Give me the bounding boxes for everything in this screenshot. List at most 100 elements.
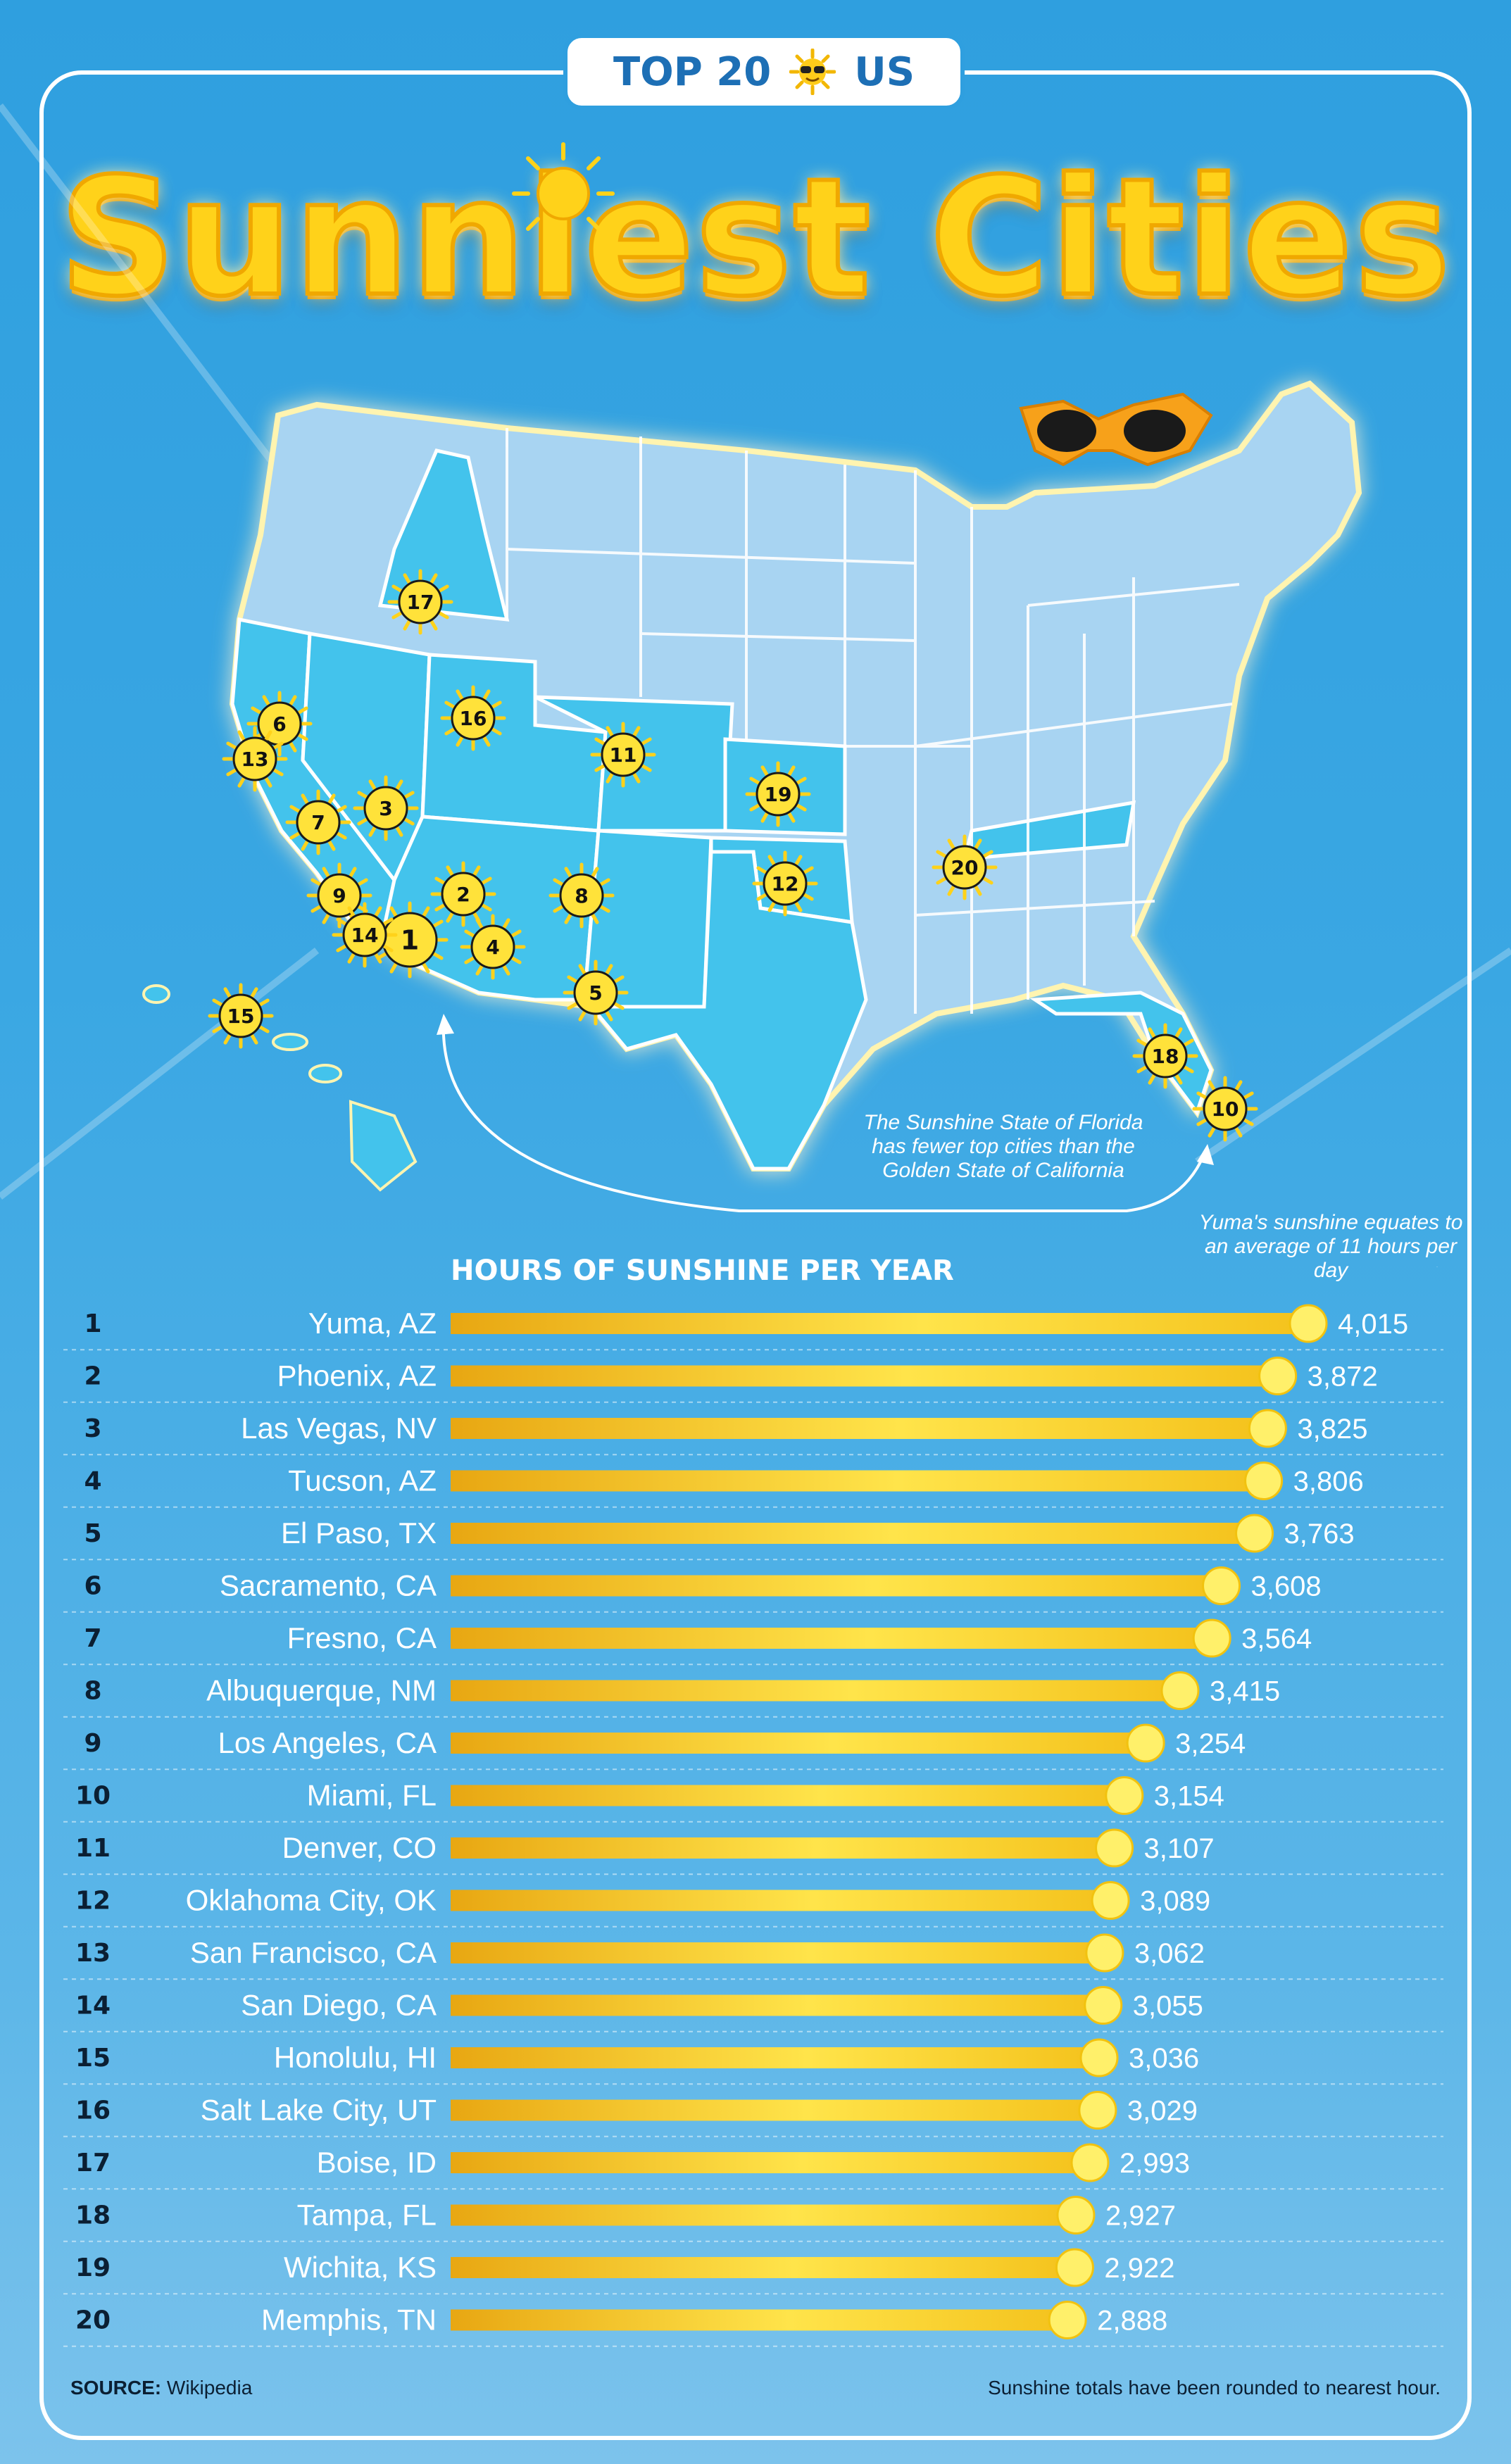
bar-row: 19 Wichita, KS 2,922 [63,2248,1443,2295]
bar-row: 9 Los Angeles, CA 3,254 [63,1723,1443,1771]
map-marker-label: 1 [401,924,419,955]
value-label: 2,927 [1105,2201,1176,2232]
bar [451,1680,1180,1702]
rank-label: 3 [84,1414,101,1443]
bar [451,1733,1146,1754]
bar [451,1470,1264,1492]
footer-note: Sunshine totals have been rounded to nea… [988,2377,1441,2399]
map-marker-10: 10 [1192,1076,1258,1142]
bar-row: 1 Yuma, AZ 4,015 [63,1304,1443,1351]
rank-label: 18 [75,2201,111,2230]
map-marker-14: 14 [332,902,398,968]
rank-label: 10 [75,1782,111,1811]
bar-end-dot [1248,1409,1287,1448]
map-marker-label: 14 [351,924,379,947]
bar-row: 14 San Diego, CA 3,055 [63,1986,1443,2032]
city-label: Sacramento, CA [220,1569,437,1602]
bar-row: 10 Miami, FL 3,154 [63,1776,1443,1823]
map-marker-label: 15 [227,1005,255,1028]
map-marker-4: 4 [460,914,526,980]
value-label: 3,564 [1241,1623,1312,1654]
bar [451,1418,1268,1439]
city-label: Miami, FL [307,1779,437,1812]
bar-row: 12 Oklahoma City, OK 3,089 [63,1881,1443,1928]
rank-label: 12 [75,1887,111,1916]
bar-row: 13 San Francisco, CA 3,062 [63,1933,1443,1980]
bar-end-dot [1079,2038,1119,2078]
bar-end-dot [1048,2301,1087,2339]
source-value: Wikipedia [166,2377,253,2399]
map-marker-3: 3 [353,775,419,841]
rank-label: 8 [84,1677,101,1706]
city-label: Yuma, AZ [308,1307,437,1340]
rank-label: 17 [75,2149,111,2177]
map-marker-9: 9 [306,862,372,929]
bar-end-dot [1070,2143,1110,2182]
map-marker-label: 20 [951,856,979,879]
map-marker-20: 20 [932,834,998,900]
map-marker-11: 11 [590,722,656,788]
bar-end-dot [1085,1933,1124,1973]
bar [451,2309,1068,2331]
city-label: El Paso, TX [281,1516,437,1550]
badge-right-text: US [854,49,915,95]
map-marker-label: 7 [311,811,325,834]
value-label: 3,154 [1154,1781,1224,1812]
city-label: Denver, CO [282,1831,437,1864]
bar [451,1313,1308,1334]
title-sun-icon [512,142,615,245]
rank-label: 15 [75,2044,111,2073]
city-label: San Francisco, CA [190,1936,437,1969]
bar-end-dot [1192,1618,1231,1658]
map-marker-label: 5 [589,981,602,1005]
bar [451,1942,1105,1963]
bar-row: 20 Memphis, TN 2,888 [63,2301,1443,2347]
map-marker-7: 7 [285,789,351,855]
map-marker-1: 1 [371,901,449,979]
bar-row: 18 Tampa, FL 2,927 [63,2196,1443,2242]
map-marker-8: 8 [548,862,615,929]
map-annotation: The Sunshine State of Florida has fewer … [863,1111,1143,1182]
rank-label: 1 [84,1309,101,1338]
rank-label: 14 [75,1992,111,2020]
rank-label: 19 [75,2254,111,2282]
chart-title: HOURS OF SUNSHINE PER YEAR [451,1255,954,1287]
city-label: San Diego, CA [241,1989,437,2022]
city-label: Albuquerque, NM [206,1674,437,1707]
map-marker-label: 10 [1212,1098,1239,1121]
value-label: 2,922 [1104,2253,1174,2284]
city-label: Honolulu, HI [274,2041,437,2074]
bar-end-dot [1244,1462,1284,1500]
bar-row: 16 Salt Lake City, UT 3,029 [63,2091,1443,2137]
bar-end-dot [1235,1514,1274,1553]
value-label: 3,806 [1293,1466,1364,1497]
sun-with-sunglasses-icon [789,49,836,95]
value-label: 3,062 [1134,1938,1205,1969]
bar-row: 7 Fresno, CA 3,564 [63,1618,1443,1666]
city-label: Memphis, TN [261,2303,437,2337]
yuma-annotation: Yuma's sunshine equates to an average of… [1198,1211,1463,1282]
map-marker-label: 4 [486,936,499,959]
bar [451,1837,1115,1859]
bar-row: 3 Las Vegas, NV 3,825 [63,1409,1443,1456]
map-marker-16: 16 [440,685,506,751]
city-label: Las Vegas, NV [241,1412,437,1445]
map-marker-label: 13 [242,748,269,771]
value-label: 2,993 [1120,2148,1190,2179]
map-marker-label: 12 [772,872,799,895]
city-label: Los Angeles, CA [218,1726,437,1759]
bar [451,1365,1278,1387]
value-label: 3,036 [1129,2043,1199,2074]
bar-row: 8 Albuquerque, NM 3,415 [63,1671,1443,1718]
map-marker-19: 19 [745,761,811,827]
city-label: Tampa, FL [297,2199,437,2232]
page-title: Sunniest Cities [57,142,1453,334]
bar-row: 6 Sacramento, CA 3,608 [63,1566,1443,1613]
bar [451,1575,1222,1597]
bar-end-dot [1126,1723,1165,1763]
map-marker-label: 19 [765,783,792,806]
bar-end-dot [1055,2248,1094,2287]
rank-label: 20 [75,2306,111,2335]
bar-row: 15 Honolulu, HI 3,036 [63,2038,1443,2085]
